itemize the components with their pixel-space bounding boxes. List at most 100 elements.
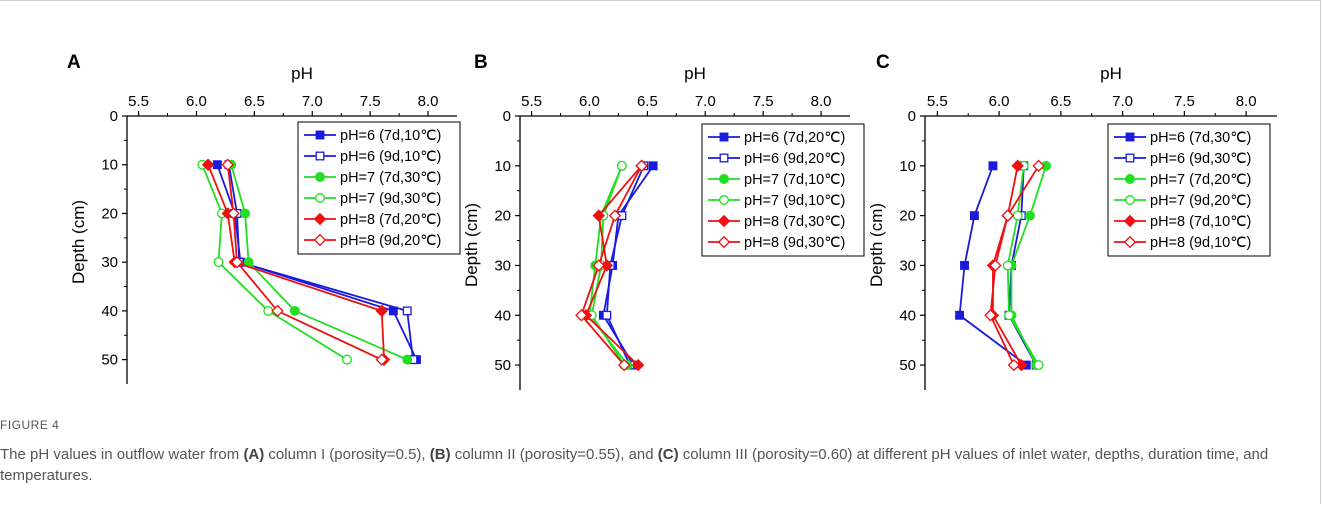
- data-point: [1011, 159, 1024, 173]
- data-point: [1123, 235, 1137, 249]
- x-tick-label: 6.0: [186, 93, 207, 110]
- legend-entry: pH=8 (7d,30℃): [708, 214, 845, 230]
- legend-box: [1107, 123, 1271, 257]
- x-tick-label: 7.5: [753, 93, 774, 110]
- data-point: [313, 212, 327, 226]
- data-point: [313, 233, 327, 247]
- legend-label: pH=8 (7d,20℃): [340, 212, 441, 228]
- legend-label: pH=6 (9d,30℃): [1150, 151, 1251, 167]
- legend-label: pH=7 (9d,10℃): [744, 193, 845, 209]
- data-point: [592, 259, 605, 272]
- legend-entry: pH=8 (9d,20℃): [304, 233, 441, 249]
- data-point: [263, 305, 274, 316]
- caption-text: The pH values in outflow water from (A) …: [0, 444, 1300, 486]
- legend-label: pH=7 (9d,30℃): [340, 191, 441, 207]
- figure-panels: ApH 5.5 6.0 6.5 7.0 7.5 8.0 0 10 20 30 40 50 Depth (c…: [67, 52, 1277, 390]
- y-axis-label: Depth (cm): [462, 203, 481, 287]
- panel-letter: A: [67, 52, 81, 73]
- legend-entry: pH=8 (7d,10℃): [1114, 214, 1251, 230]
- caption-fragment: column III (porosity=0.60) at different …: [0, 446, 1269, 484]
- legend-box: [297, 121, 461, 255]
- data-point: [1123, 214, 1137, 228]
- legend-entry: pH=6 (7d,30℃): [1114, 130, 1251, 146]
- legend-entry: pH=7 (7d,10℃): [708, 172, 845, 188]
- figure-caption: FIGURE 4 The pH values in outflow water …: [0, 418, 1300, 486]
- data-point: [648, 161, 658, 171]
- y-tick-label: 30: [101, 254, 118, 271]
- data-point: [315, 172, 325, 182]
- legend-label: pH=7 (7d,10℃): [744, 172, 845, 188]
- data-point: [575, 309, 588, 322]
- data-point: [1007, 358, 1021, 372]
- data-point: [1033, 360, 1044, 371]
- data-point: [375, 353, 388, 366]
- legend: pH=6 (7d,10℃) pH=6 (9d,10℃) pH=7 (7d,30℃) p…: [297, 121, 461, 255]
- data-point: [289, 305, 300, 316]
- legend-entry: pH=7 (7d,20℃): [1114, 172, 1251, 188]
- legend-label: pH=8 (7d,10℃): [1150, 214, 1251, 230]
- series-4: [1002, 160, 1044, 371]
- y-tick-label: 50: [101, 352, 118, 369]
- y-tick-label: 50: [494, 357, 511, 374]
- data-point: [1125, 195, 1135, 205]
- data-point: [1125, 174, 1135, 184]
- panel-letter: C: [876, 52, 890, 73]
- series-6: [575, 159, 648, 372]
- legend-entry: pH=7 (9d,10℃): [708, 193, 845, 209]
- x-tick-label: 6.5: [637, 93, 658, 110]
- y-tick-label: 10: [101, 157, 118, 174]
- y-tick-label: 20: [101, 205, 118, 222]
- data-point: [1025, 210, 1035, 221]
- legend-label: pH=6 (9d,10℃): [340, 149, 441, 165]
- caption-fragment: column II (porosity=0.55), and: [450, 446, 658, 463]
- caption-fragment: The pH values in outflow water from: [0, 446, 244, 463]
- chart-panel-a: ApH 5.5 6.0 6.5 7.0 7.5 8.0 0 10 20 30 40 50 Depth (c…: [67, 52, 461, 384]
- data-point: [1125, 132, 1135, 142]
- y-tick-label: 30: [899, 257, 916, 274]
- legend-entry: pH=6 (7d,20℃): [708, 130, 845, 146]
- legend-label: pH=8 (9d,30℃): [744, 235, 845, 251]
- chart-panel-b: BpH 5.5 6.0 6.5 7.0 7.5 8.0 0 10 20 30 40 50 Depth (c…: [462, 52, 865, 390]
- legend-entry: pH=7 (9d,30℃): [304, 191, 441, 207]
- x-tick-label: 7.5: [1174, 93, 1195, 110]
- y-axis-label: Depth (cm): [867, 203, 886, 287]
- y-tick-label: 40: [899, 307, 916, 324]
- data-point: [227, 207, 240, 220]
- data-point: [600, 259, 614, 272]
- y-tick-label: 40: [494, 307, 511, 324]
- data-point: [1032, 159, 1045, 173]
- data-point: [602, 310, 612, 320]
- y-tick-label: 50: [899, 357, 916, 374]
- y-tick-label: 40: [101, 303, 118, 320]
- y-tick-label: 20: [899, 208, 916, 225]
- x-tick-label: 5.5: [128, 93, 149, 110]
- legend-entry: pH=6 (7d,10℃): [304, 128, 441, 144]
- legend-label: pH=7 (7d,20℃): [1150, 172, 1251, 188]
- x-tick-label: 8.0: [811, 93, 832, 110]
- data-point: [315, 193, 325, 203]
- data-point: [315, 130, 325, 140]
- y-tick-label: 20: [494, 208, 511, 225]
- x-tick-label: 5.5: [521, 93, 542, 110]
- data-point: [1001, 209, 1014, 222]
- data-point: [1004, 310, 1014, 321]
- legend-label: pH=7 (9d,20℃): [1150, 193, 1251, 209]
- series-6: [221, 158, 388, 366]
- figure-label: FIGURE 4: [0, 418, 60, 432]
- x-tick-label: 7.0: [1112, 93, 1133, 110]
- data-point: [240, 208, 251, 219]
- legend-entry: pH=8 (9d,10℃): [1114, 235, 1251, 251]
- y-tick-label: 0: [908, 108, 916, 125]
- y-tick-label: 0: [110, 108, 118, 125]
- legend-label: pH=6 (7d,20℃): [744, 130, 845, 146]
- legend-label: pH=6 (9d,20℃): [744, 151, 845, 167]
- y-tick-label: 10: [494, 158, 511, 175]
- data-point: [271, 304, 284, 318]
- data-point: [212, 160, 222, 170]
- caption-fragment: column I (porosity=0.5),: [264, 446, 430, 463]
- data-point: [617, 358, 631, 372]
- data-point: [719, 153, 729, 163]
- panel-letter: B: [474, 52, 488, 73]
- x-tick-label: 8.0: [1236, 93, 1257, 110]
